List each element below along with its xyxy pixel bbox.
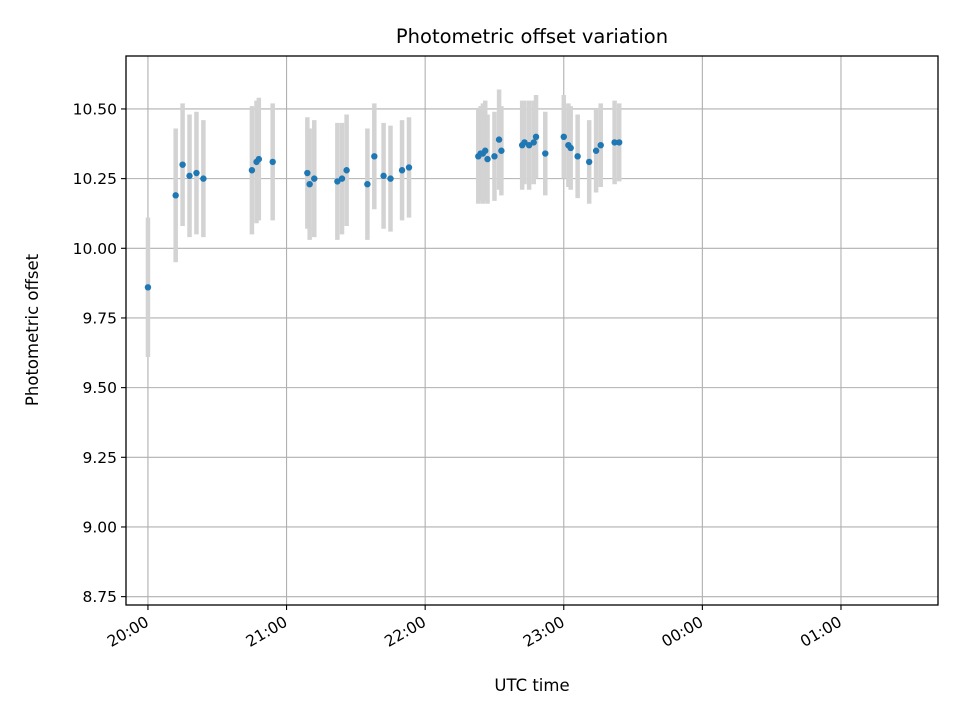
data-point bbox=[530, 139, 537, 146]
data-point bbox=[193, 169, 200, 177]
data-point bbox=[248, 167, 256, 174]
x-axis-title: UTC time bbox=[494, 676, 569, 695]
data-point bbox=[585, 158, 593, 166]
y-tick-label: 9.75 bbox=[82, 309, 117, 327]
data-point bbox=[567, 144, 574, 152]
y-tick-label: 10.00 bbox=[73, 240, 117, 258]
y-tick-label: 9.00 bbox=[82, 518, 117, 536]
data-point bbox=[304, 169, 311, 177]
data-point bbox=[495, 136, 503, 143]
data-point bbox=[542, 150, 549, 157]
data-point bbox=[364, 180, 371, 188]
y-tick-label: 9.50 bbox=[82, 379, 117, 397]
data-point bbox=[491, 153, 498, 160]
data-point bbox=[371, 153, 378, 160]
data-point bbox=[387, 175, 394, 182]
data-point bbox=[616, 139, 623, 146]
data-point bbox=[334, 178, 341, 185]
data-points bbox=[144, 133, 623, 291]
data-point bbox=[611, 139, 618, 146]
data-point bbox=[498, 147, 505, 154]
y-tick-label: 10.25 bbox=[73, 170, 117, 188]
data-point bbox=[338, 175, 346, 182]
data-point bbox=[186, 172, 193, 180]
data-point bbox=[398, 167, 406, 174]
data-point bbox=[484, 155, 491, 163]
data-point bbox=[525, 141, 533, 149]
data-point bbox=[592, 147, 600, 154]
data-point bbox=[200, 175, 207, 182]
data-point bbox=[255, 155, 263, 163]
data-point bbox=[521, 139, 528, 146]
data-point bbox=[269, 158, 276, 166]
y-axis-title: Photometric offset bbox=[23, 253, 42, 406]
y-tick-label: 9.25 bbox=[82, 449, 117, 467]
chart-title: Photometric offset variation bbox=[396, 25, 668, 48]
data-point bbox=[597, 141, 604, 149]
data-point bbox=[405, 164, 413, 171]
data-point bbox=[380, 172, 387, 180]
data-point bbox=[482, 147, 489, 154]
y-axis: 8.75 9.00 9.25 9.50 9.75 10.00 10.25 10.50 bbox=[73, 100, 126, 606]
data-point bbox=[560, 133, 567, 141]
gridlines bbox=[126, 56, 938, 605]
y-tick-label: 8.75 bbox=[82, 588, 117, 606]
data-point bbox=[311, 175, 318, 182]
data-point bbox=[179, 161, 186, 168]
data-point bbox=[144, 284, 152, 291]
data-point bbox=[172, 192, 179, 199]
plot-frame bbox=[125, 55, 939, 606]
data-point bbox=[343, 167, 350, 174]
data-point bbox=[532, 133, 540, 141]
y-tick-label: 10.50 bbox=[73, 100, 117, 118]
data-point bbox=[574, 153, 581, 160]
data-point bbox=[306, 180, 313, 188]
